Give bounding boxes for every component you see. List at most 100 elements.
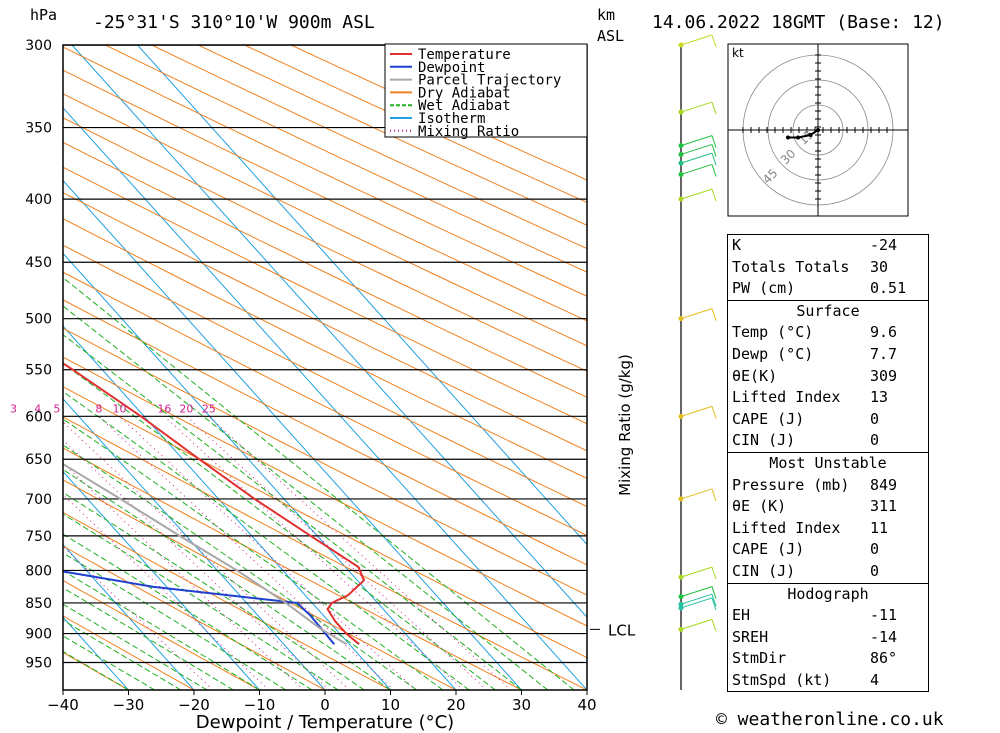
surface-row: Lifted Index 13 [728, 387, 928, 409]
wind-barb [678, 143, 717, 157]
surface-label: CAPE (J) [732, 409, 805, 428]
mixing-ratio-line [186, 415, 488, 690]
surface-row: θE(K) 309 [728, 366, 928, 388]
hodo-label: SREH [732, 627, 769, 646]
pressure-tick-label: 950 [25, 656, 52, 672]
wind-barb-flag [711, 34, 717, 48]
pressure-tick-label: 800 [25, 563, 52, 579]
wind-barb-staff [680, 34, 713, 46]
pressure-tick-label: 350 [25, 121, 52, 137]
wind-barb-staff [680, 405, 713, 417]
surface-title: Surface [728, 299, 928, 323]
series-parcel-trajectory [63, 462, 348, 646]
mixing-ratio-line [119, 415, 417, 690]
legend-label: Temperature [418, 47, 511, 63]
pressure-tick-label: 900 [25, 627, 52, 643]
wind-profile-axis: LCL [590, 34, 717, 690]
x-tick-label: 30 [512, 696, 531, 714]
x-tick-label: −10 [244, 696, 276, 714]
surface-label: θE(K) [732, 366, 778, 385]
wind-barb-flag [711, 488, 717, 502]
mu-row: Pressure (mb) 849 [728, 475, 928, 497]
wet-adiabat-line [63, 418, 444, 690]
hodo-label: EH [732, 606, 751, 625]
legend-box [384, 43, 588, 138]
isotherm-line [63, 107, 587, 690]
wind-barb [678, 405, 717, 419]
mu-row: CIN (J) 0 [728, 561, 928, 583]
pressure-tick-label: 850 [25, 596, 52, 612]
isotherm-line [137, 45, 587, 546]
wind-barb [678, 101, 717, 115]
surface-row: CIN (J) 0 [728, 430, 928, 452]
wind-barb-staff [680, 308, 713, 320]
series-dewpoint [63, 570, 335, 645]
mu-value: 849 [870, 475, 898, 494]
x-tick-label: 0 [320, 696, 330, 714]
legend-label: Isotherm [418, 111, 485, 127]
wind-barb-flag [711, 188, 717, 202]
hodo-label: StmSpd (kt) [732, 670, 832, 689]
wind-barb [678, 34, 717, 48]
mu-label: θE (K) [732, 497, 787, 516]
wet-adiabat-line [63, 603, 208, 690]
wet-adiabat-line [63, 468, 391, 690]
pressure-tick-label: 700 [25, 492, 52, 508]
mu-label: Lifted Index [732, 518, 841, 537]
dry-adiabat-line [63, 651, 129, 690]
hodograph-title: Hodograph [728, 582, 928, 606]
hodo-row: SREH -14 [728, 627, 928, 649]
pressure-tick-label: 550 [25, 363, 52, 379]
surface-value: 0 [870, 431, 880, 450]
index-label: Totals Totals [732, 257, 850, 276]
mixing-ratio-line [63, 421, 350, 690]
hodograph-point [796, 135, 800, 140]
wind-barb-staff [680, 488, 713, 500]
hodograph-point [786, 135, 790, 140]
wind-barb-flag [711, 594, 717, 607]
series-temperature [63, 362, 366, 645]
mu-value: 311 [870, 497, 898, 516]
dry-adiabat-line [105, 45, 587, 273]
most-unstable-title: Most Unstable [728, 451, 928, 475]
x-tick-label: −30 [113, 696, 145, 714]
x-tick-label: 20 [446, 696, 465, 714]
dry-adiabat-line [63, 46, 587, 297]
datetime-label: 14.06.2022 18GMT (Base: 12) [652, 12, 945, 33]
mu-label: Pressure (mb) [732, 475, 850, 494]
hodo-value: -14 [870, 627, 898, 646]
dry-adiabat-line [63, 615, 195, 690]
wet-adiabat-line [63, 492, 365, 690]
dry-adiabat-line [63, 416, 587, 690]
surface-label: CIN (J) [732, 431, 796, 450]
x-tick-label: 40 [577, 696, 596, 714]
dry-adiabat-line [63, 386, 587, 659]
dry-adiabat-line [63, 447, 522, 690]
mixing-ratio-label: 25 [202, 402, 216, 415]
credit-label[interactable]: © weatheronline.co.uk [716, 709, 944, 730]
hodograph-point [808, 133, 813, 137]
surface-value: 0 [870, 409, 880, 428]
mixing-ratio-label: 4 [34, 402, 41, 415]
wind-barb-staff [680, 135, 713, 147]
wet-adiabat-line [63, 334, 522, 690]
index-value: 30 [870, 257, 889, 276]
isotherm-line [63, 325, 391, 690]
wind-barb [678, 135, 717, 149]
isotherm-line [71, 45, 587, 618]
surface-label: Lifted Index [732, 388, 841, 407]
index-label: K [732, 236, 742, 254]
x-tick-label: 10 [381, 696, 400, 714]
wet-adiabat-line [63, 513, 339, 690]
dry-adiabat-line [63, 166, 587, 425]
hodograph-point [816, 128, 820, 132]
surface-value: 9.6 [870, 323, 898, 342]
wind-barb [678, 308, 717, 322]
index-row-pw: PW (cm) 0.51 [728, 278, 928, 300]
mu-row: Lifted Index 11 [728, 518, 928, 540]
legend-label: Wet Adiabat [418, 98, 511, 114]
wet-adiabat-line [63, 587, 234, 690]
